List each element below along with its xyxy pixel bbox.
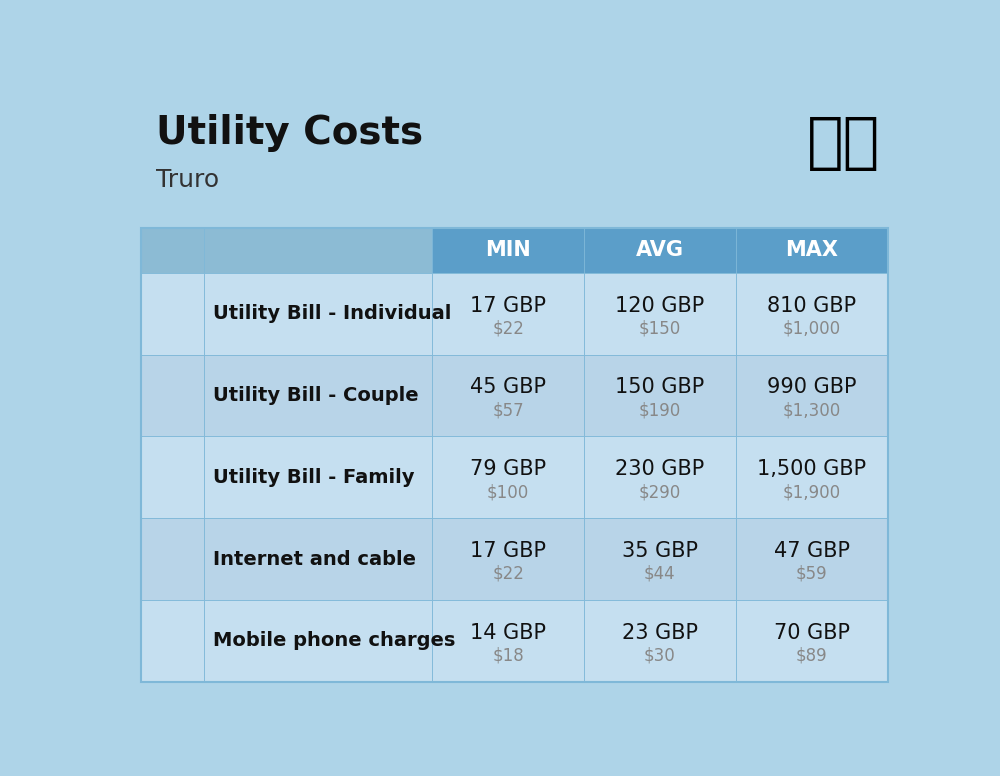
Text: Utility Bill - Couple: Utility Bill - Couple — [213, 386, 419, 405]
Text: 14 GBP: 14 GBP — [470, 622, 546, 643]
Text: Mobile phone charges: Mobile phone charges — [213, 632, 456, 650]
FancyBboxPatch shape — [204, 355, 432, 436]
FancyBboxPatch shape — [204, 227, 432, 273]
Text: $1,900: $1,900 — [783, 483, 841, 501]
Text: $1,300: $1,300 — [783, 401, 841, 419]
Text: 810 GBP: 810 GBP — [767, 296, 856, 316]
Text: 35 GBP: 35 GBP — [622, 541, 698, 561]
Text: $57: $57 — [492, 401, 524, 419]
Text: 79 GBP: 79 GBP — [470, 459, 546, 479]
Text: 150 GBP: 150 GBP — [615, 377, 705, 397]
Text: $1,000: $1,000 — [783, 320, 841, 338]
FancyBboxPatch shape — [432, 273, 584, 355]
FancyBboxPatch shape — [432, 355, 584, 436]
FancyBboxPatch shape — [432, 600, 584, 681]
FancyBboxPatch shape — [140, 355, 204, 436]
Text: Utility Costs: Utility Costs — [156, 114, 423, 152]
Text: $89: $89 — [796, 646, 828, 664]
Text: $100: $100 — [487, 483, 529, 501]
Text: 70 GBP: 70 GBP — [774, 622, 850, 643]
Text: 230 GBP: 230 GBP — [615, 459, 705, 479]
FancyBboxPatch shape — [736, 355, 888, 436]
Text: 45 GBP: 45 GBP — [470, 377, 546, 397]
Text: Internet and cable: Internet and cable — [213, 549, 416, 569]
Text: $44: $44 — [644, 565, 676, 583]
FancyBboxPatch shape — [736, 273, 888, 355]
Text: $22: $22 — [492, 320, 524, 338]
FancyBboxPatch shape — [584, 273, 736, 355]
FancyBboxPatch shape — [584, 518, 736, 600]
Text: $59: $59 — [796, 565, 828, 583]
FancyBboxPatch shape — [584, 227, 736, 273]
Text: $30: $30 — [644, 646, 676, 664]
FancyBboxPatch shape — [736, 600, 888, 681]
Text: Utility Bill - Family: Utility Bill - Family — [213, 468, 415, 487]
FancyBboxPatch shape — [140, 273, 204, 355]
Text: Truro: Truro — [156, 168, 219, 192]
Text: 17 GBP: 17 GBP — [470, 296, 546, 316]
FancyBboxPatch shape — [140, 600, 204, 681]
FancyBboxPatch shape — [204, 436, 432, 518]
FancyBboxPatch shape — [204, 518, 432, 600]
Text: $290: $290 — [639, 483, 681, 501]
FancyBboxPatch shape — [584, 436, 736, 518]
Text: 990 GBP: 990 GBP — [767, 377, 856, 397]
Text: $190: $190 — [639, 401, 681, 419]
FancyBboxPatch shape — [432, 436, 584, 518]
Text: Utility Bill - Individual: Utility Bill - Individual — [213, 304, 452, 324]
FancyBboxPatch shape — [736, 227, 888, 273]
FancyBboxPatch shape — [204, 600, 432, 681]
Text: 23 GBP: 23 GBP — [622, 622, 698, 643]
FancyBboxPatch shape — [432, 227, 584, 273]
FancyBboxPatch shape — [584, 600, 736, 681]
Text: MAX: MAX — [785, 241, 838, 260]
FancyBboxPatch shape — [140, 518, 204, 600]
Text: $22: $22 — [492, 565, 524, 583]
FancyBboxPatch shape — [736, 518, 888, 600]
FancyBboxPatch shape — [140, 227, 204, 273]
Text: $18: $18 — [492, 646, 524, 664]
Text: MIN: MIN — [485, 241, 531, 260]
Text: 🇬🇧: 🇬🇧 — [807, 114, 881, 173]
FancyBboxPatch shape — [432, 518, 584, 600]
Text: 120 GBP: 120 GBP — [615, 296, 705, 316]
Text: AVG: AVG — [636, 241, 684, 260]
FancyBboxPatch shape — [584, 355, 736, 436]
FancyBboxPatch shape — [204, 273, 432, 355]
Text: 17 GBP: 17 GBP — [470, 541, 546, 561]
Text: $150: $150 — [639, 320, 681, 338]
FancyBboxPatch shape — [140, 436, 204, 518]
FancyBboxPatch shape — [736, 436, 888, 518]
Text: 47 GBP: 47 GBP — [774, 541, 850, 561]
Text: 1,500 GBP: 1,500 GBP — [757, 459, 866, 479]
